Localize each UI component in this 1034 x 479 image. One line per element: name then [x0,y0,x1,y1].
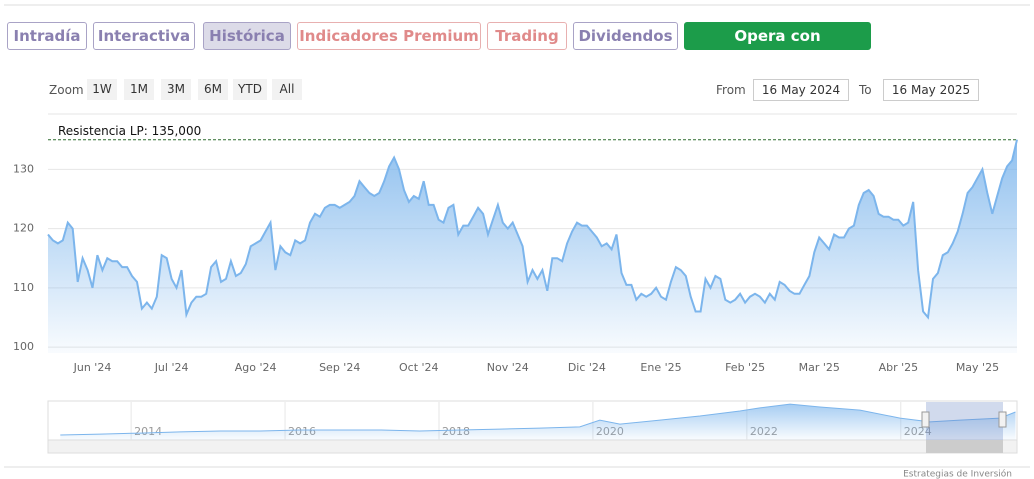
zoom-button[interactable]: 1M [124,79,154,100]
from-label: From [716,83,746,97]
tab[interactable]: Trading [487,22,567,50]
zoom-label: Zoom [49,83,84,97]
from-input[interactable]: 16 May 2024 [753,79,849,101]
navigator-handle[interactable] [921,411,930,428]
zoom-button[interactable]: YTD [233,79,267,100]
price-line [47,139,1018,320]
scrollbar[interactable] [47,439,1018,454]
x-tick-label: Ene '25 [640,361,681,374]
tab-cta[interactable]: Opera con Freedom24 [684,22,871,71]
x-tick-label: Nov '24 [487,361,529,374]
tab[interactable]: Dividendos [573,22,678,50]
y-tick-label: 110 [13,281,34,294]
zoom-button[interactable]: 3M [161,79,191,100]
navigator-area [60,404,1016,440]
to-input[interactable]: 16 May 2025 [883,79,979,101]
tab-active[interactable]: Histórica [203,22,291,50]
scrollbar-thumb[interactable] [926,440,1003,453]
x-tick-label: Mar '25 [799,361,840,374]
navigator-selection [926,402,1003,440]
zoom-button[interactable]: 6M [198,79,228,100]
x-tick-label: Dic '24 [568,361,606,374]
area-fill [48,139,1017,353]
navigator-handle[interactable] [998,411,1007,428]
tab[interactable]: Intradía [7,22,87,50]
to-label: To [859,83,872,97]
zoom-button[interactable]: 1W [87,79,117,100]
zoom-button[interactable]: All [272,79,302,100]
y-tick-label: 100 [13,340,34,353]
credit: Estrategias de Inversión [903,469,1012,479]
x-tick-label: Sep '24 [319,361,360,374]
resistance-label: Resistencia LP: 135,000 [58,124,201,138]
x-tick-label: Abr '25 [879,361,919,374]
x-tick-label: May '25 [956,361,999,374]
y-tick-label: 130 [13,162,34,175]
x-tick-label: Ago '24 [235,361,277,374]
navigator-line [60,403,1016,436]
x-tick-label: Oct '24 [399,361,439,374]
x-tick-label: Jun '24 [73,361,112,374]
y-tick-label: 120 [13,222,34,235]
tab[interactable]: Indicadores Premium [297,22,481,50]
x-tick-label: Feb '25 [725,361,765,374]
x-tick-label: Jul '24 [154,361,189,374]
tab[interactable]: Interactiva [93,22,195,50]
